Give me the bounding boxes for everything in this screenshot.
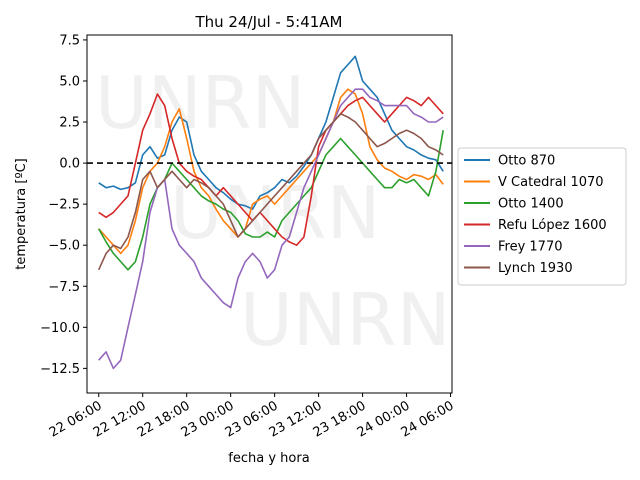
y-tick-label: 2.5 — [59, 116, 80, 131]
y-axis-label: temperatura [ºC] — [14, 158, 29, 269]
series-line-5 — [98, 88, 444, 370]
legend-entry: Frey 1770 — [498, 240, 563, 255]
legend-box — [457, 147, 627, 286]
y-tick-label: −10.0 — [40, 321, 80, 336]
series-line-6 — [97, 113, 444, 271]
watermark-text: UNRN — [240, 278, 450, 362]
watermark-text: UNRN — [95, 61, 305, 145]
legend-entry: Lynch 1930 — [498, 261, 573, 276]
series-layer — [97, 55, 444, 370]
y-tick-label: 5.0 — [59, 74, 80, 89]
chart-title: Thu 24/Jul - 5:41AM — [194, 13, 342, 31]
y-tick-label: −12.5 — [40, 362, 80, 377]
legend-entry: Otto 1400 — [498, 197, 564, 212]
plot-frame — [86, 34, 453, 394]
x-axis-label: fecha y hora — [228, 451, 309, 466]
legend: Otto 870 V Catedral 1070 Otto 1400 Refu Lóp… — [457, 147, 627, 286]
legend-entry: Refu López 1600 — [498, 218, 607, 233]
series-line-1 — [98, 55, 444, 210]
y-tick-label: −5.0 — [48, 239, 80, 254]
y-tick-label: 0.0 — [59, 157, 80, 172]
y-tick-label: −2.5 — [48, 198, 80, 213]
legend-entry: Otto 870 — [498, 154, 555, 169]
y-axis: 7.5 5.0 2.5 0.0 −2.5 −5.0 −7.5 −10.0 −12.5 — [40, 33, 87, 377]
series-line-4 — [98, 93, 444, 246]
y-tick-label: 7.5 — [59, 33, 80, 48]
legend-entry: V Catedral 1070 — [498, 175, 604, 190]
y-tick-label: −7.5 — [48, 280, 80, 295]
